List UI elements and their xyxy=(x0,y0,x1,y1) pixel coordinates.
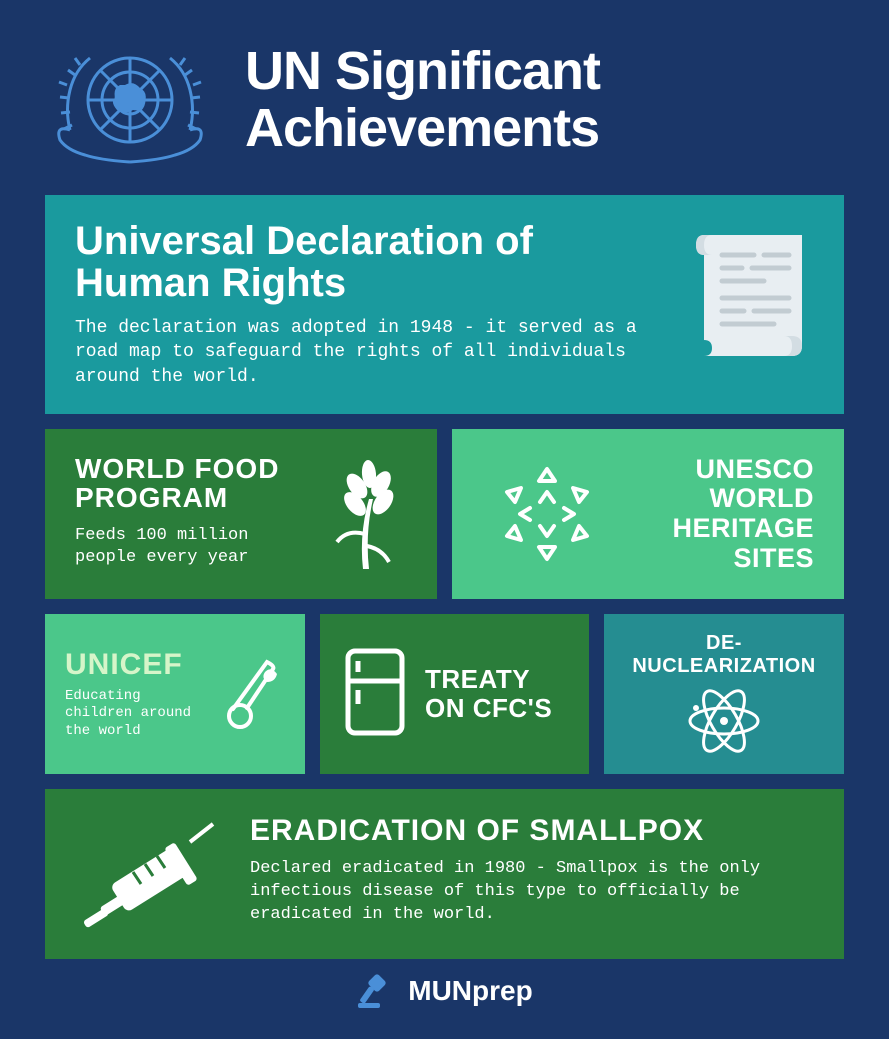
unicef-title: UNICEF xyxy=(65,648,205,682)
wfp-text: WORLD FOOD PROGRAM Feeds 100 million peo… xyxy=(75,454,307,569)
row-2: WORLD FOOD PROGRAM Feeds 100 million peo… xyxy=(45,429,844,599)
cfc-title: TREATY ON CFC'S xyxy=(425,665,569,722)
udhr-title: Universal Declaration of Human Rights xyxy=(75,220,664,304)
infographic-container: UN Significant Achievements Universal De… xyxy=(0,0,889,1039)
udhr-body: The declaration was adopted in 1948 - it… xyxy=(75,316,664,389)
smallpox-card: ERADICATION OF SMALLPOX Declared eradica… xyxy=(45,789,844,959)
fridge-icon xyxy=(340,646,410,741)
unicef-text: UNICEF Educating children around the wor… xyxy=(65,648,205,741)
syringe-icon xyxy=(75,814,225,934)
unicef-body: Educating children around the world xyxy=(65,688,205,741)
footer-text: MUNprep xyxy=(408,975,532,1007)
unicef-card: UNICEF Educating children around the wor… xyxy=(45,614,305,774)
smallpox-title: ERADICATION OF SMALLPOX xyxy=(250,814,814,848)
un-logo-icon xyxy=(45,30,215,170)
wfp-card: WORLD FOOD PROGRAM Feeds 100 million peo… xyxy=(45,429,437,599)
atom-icon xyxy=(684,686,764,756)
footer: MUNprep xyxy=(45,974,844,1009)
header: UN Significant Achievements xyxy=(45,30,844,170)
unesco-title: UNESCO WORLD HERITAGE SITES xyxy=(632,455,814,574)
smallpox-text: ERADICATION OF SMALLPOX Declared eradica… xyxy=(250,814,814,927)
unesco-card: UNESCO WORLD HERITAGE SITES xyxy=(452,429,844,599)
gavel-icon xyxy=(356,974,396,1009)
smallpox-body: Declared eradicated in 1980 - Smallpox i… xyxy=(250,858,814,927)
cfc-card: TREATY ON CFC'S xyxy=(320,614,589,774)
wfp-title: WORLD FOOD PROGRAM xyxy=(75,454,307,513)
udhr-text: Universal Declaration of Human Rights Th… xyxy=(75,220,664,389)
unesco-star-icon xyxy=(482,454,612,574)
row-3: UNICEF Educating children around the wor… xyxy=(45,614,844,774)
udhr-card: Universal Declaration of Human Rights Th… xyxy=(45,195,844,414)
safety-pin-icon xyxy=(225,654,285,734)
page-title: UN Significant Achievements xyxy=(245,43,844,156)
wheat-icon xyxy=(327,454,407,574)
denuke-card: DE-NUCLEARIZATION xyxy=(604,614,844,774)
scroll-icon xyxy=(684,220,814,360)
denuke-title: DE-NUCLEARIZATION xyxy=(622,632,826,678)
wfp-body: Feeds 100 million people every year xyxy=(75,525,307,569)
